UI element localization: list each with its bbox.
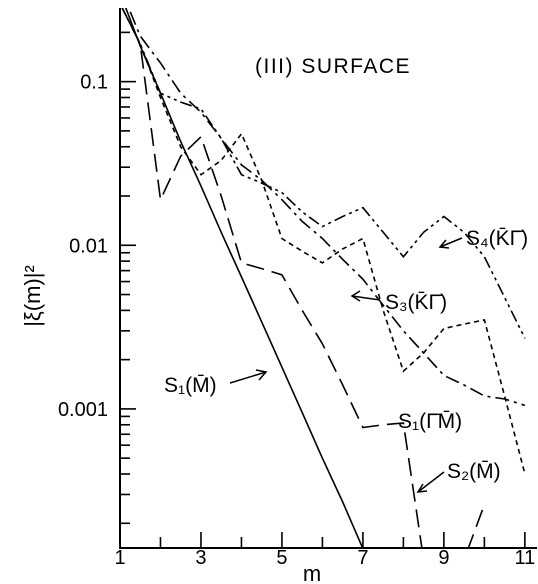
arrow-s1-m-head — [255, 369, 268, 381]
x-tick-label: 7 — [357, 547, 368, 569]
x-tick-label: 1 — [114, 547, 125, 569]
x-tick-label: 3 — [195, 547, 206, 569]
series-line-1 — [124, 8, 364, 548]
series-line-3 — [127, 8, 526, 407]
series-line-4 — [121, 8, 526, 475]
x-tick-label: 11 — [514, 547, 535, 569]
arrow-s1-m — [229, 371, 267, 384]
annotation-s4-kg: S₄(K̄Γ̄) — [466, 227, 528, 250]
annotation-s1-m: S₁(M̄) — [164, 374, 217, 397]
chart-title: (III) SURFACE — [255, 55, 411, 78]
annotation-s3-kg: S₃(K̄Γ̄) — [385, 291, 447, 314]
series-layer — [121, 8, 526, 548]
y-tick-label: 0.001 — [58, 399, 108, 421]
x-axis-ticks: 1 3 5 7 9 11 — [114, 532, 535, 569]
x-tick-label: 5 — [276, 547, 287, 569]
y-tick-label: 0.01 — [69, 235, 108, 257]
annotation-s1-gm: S₁(Γ̄M̄) — [398, 410, 462, 433]
x-tick-label: 9 — [438, 547, 449, 569]
arrow-s2-m-head — [416, 483, 428, 493]
y-tick-label: 0.1 — [80, 72, 108, 94]
annotation-s2-m: S₂(M̄) — [447, 460, 501, 483]
series-line-2 — [121, 8, 486, 548]
x-axis-label: m — [303, 561, 321, 584]
arrow-s3-kg — [351, 295, 381, 301]
arrow-s3-kg-head — [350, 290, 361, 302]
annotation-arrows — [229, 237, 463, 493]
y-axis-label: |ξ(m)|² — [20, 265, 45, 327]
series-line-5 — [121, 8, 526, 339]
arrow-s4-kg-head — [438, 239, 450, 249]
arrow-s2-m — [417, 471, 445, 493]
y-axis-ticks: 0.1 0.01 0.001 — [58, 31, 136, 525]
arrow-s4-kg — [439, 237, 463, 248]
